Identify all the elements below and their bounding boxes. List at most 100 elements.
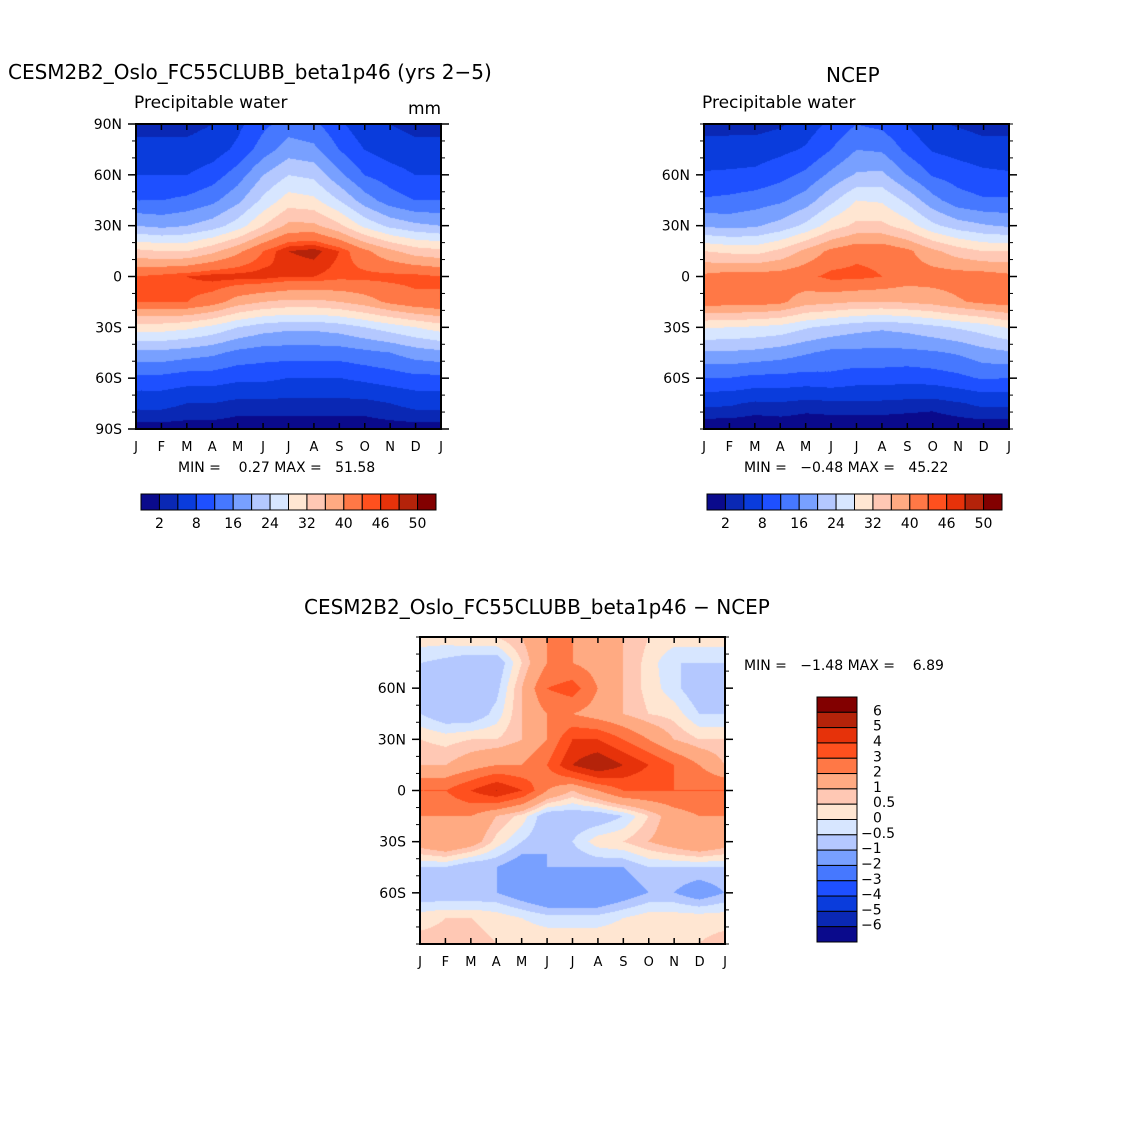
model-colorbar-swatch — [214, 493, 234, 511]
model-month-label: J — [260, 440, 265, 455]
model-colorbar-swatch — [398, 493, 419, 511]
diff-colorbar-label: −4 — [861, 887, 882, 903]
model-month-label: J — [286, 440, 291, 455]
ncep-colorbar-swatch — [835, 493, 855, 511]
model-lat-label: 30N — [94, 219, 122, 235]
model-colorbar-label: 24 — [261, 516, 279, 532]
ncep-colorbar-swatch — [909, 493, 929, 511]
model-colorbar-swatch — [177, 493, 197, 511]
diff-lat-label: 30N — [378, 732, 406, 748]
model-lat-label: 30S — [95, 320, 122, 336]
ncep-month-label: A — [877, 440, 886, 455]
model-colorbar-swatch — [361, 493, 382, 511]
model-lat-label: 60N — [94, 168, 122, 184]
diff-colorbar-label: 6 — [873, 703, 882, 719]
diff-colorbar-label: 5 — [873, 719, 882, 735]
model-month-label: A — [309, 440, 318, 455]
ncep-month-label: O — [928, 440, 938, 455]
diff-colorbar-label: −1 — [861, 841, 882, 857]
ncep-colorbar-swatch — [706, 493, 726, 511]
model-lat-label: 60S — [95, 371, 122, 387]
diff-colorbar-swatch — [816, 788, 858, 805]
model-colorbar-label: 2 — [155, 516, 164, 532]
diff-colorbar-swatch — [816, 834, 858, 851]
model-colorbar-label: 40 — [335, 516, 353, 532]
ncep-colorbar-swatch — [724, 493, 745, 511]
diff-colorbar-swatch — [816, 849, 858, 866]
diff-colorbar-label: −3 — [861, 872, 882, 888]
ncep-month-label: D — [979, 440, 989, 455]
diff-colorbar-swatch — [816, 773, 858, 790]
model-month-label: O — [360, 440, 370, 455]
diff-month-label: S — [619, 955, 627, 970]
ncep-lat-label: 30N — [662, 219, 690, 235]
ncep-colorbar-swatch — [854, 493, 874, 511]
diff-colorbar-swatch — [816, 880, 858, 897]
model-month-label: N — [385, 440, 395, 455]
model-month-label: S — [335, 440, 343, 455]
diff-colorbar-label: 2 — [873, 765, 882, 781]
diff-colorbar-label: 0.5 — [873, 795, 895, 811]
diff-colorbar-swatch — [816, 895, 858, 912]
diff-lat-label: 30S — [379, 835, 406, 851]
diff-month-label: A — [593, 955, 602, 970]
diff-contour-field — [420, 637, 725, 944]
model-colorbar-label: 16 — [224, 516, 242, 532]
model-colorbar-label: 50 — [409, 516, 427, 532]
model-month-label: J — [133, 440, 138, 455]
model-plot-frame — [135, 123, 442, 430]
diff-colorbar-label: 4 — [873, 734, 882, 750]
ncep-colorbar-label: 2 — [721, 516, 730, 532]
diff-colorbar-swatch — [816, 819, 858, 836]
model-colorbar-swatch — [343, 493, 363, 511]
model-colorbar-swatch — [158, 493, 179, 511]
diff-colorbar-label: 0 — [873, 811, 882, 827]
model-colorbar-swatch — [380, 493, 400, 511]
diff-colorbar-swatch — [816, 926, 858, 943]
model-minmax: MIN = 0.27 MAX = 51.58 — [178, 460, 376, 476]
model-colorbar-label: 8 — [192, 516, 201, 532]
model-colorbar-swatch — [269, 493, 289, 511]
ncep-month-label: N — [953, 440, 963, 455]
ncep-month-label: F — [726, 440, 733, 455]
ncep-month-label: A — [776, 440, 785, 455]
diff-month-label: J — [417, 955, 422, 970]
diff-month-label: J — [570, 955, 575, 970]
diff-colorbar-label: 3 — [873, 749, 882, 765]
ncep-colorbar-label: 46 — [938, 516, 956, 532]
ncep-colorbar-swatch — [872, 493, 892, 511]
ncep-colorbar-swatch — [761, 493, 782, 511]
diff-month-label: N — [669, 955, 679, 970]
ncep-colorbar-label: 16 — [790, 516, 808, 532]
ncep-month-label: J — [854, 440, 859, 455]
diff-month-label: M — [465, 955, 476, 970]
model-colorbar-swatch — [251, 493, 271, 511]
model-lat-label: 90S — [95, 422, 122, 438]
ncep-colorbar-swatch — [817, 493, 837, 511]
ncep-colorbar-swatch — [964, 493, 985, 511]
diff-colorbar-swatch — [816, 803, 858, 820]
model-contour-field — [136, 124, 441, 429]
ncep-subtitle: Precipitable water — [702, 93, 856, 113]
diff-colorbar-swatch — [816, 910, 858, 928]
diff-colorbar-swatch — [816, 696, 858, 713]
ncep-colorbar-label: 8 — [758, 516, 767, 532]
model-month-label: J — [438, 440, 443, 455]
ncep-colorbar-swatch — [927, 493, 948, 511]
ncep-lat-label: 60N — [662, 168, 690, 184]
ncep-month-label: S — [903, 440, 911, 455]
model-lat-label: 0 — [113, 270, 122, 286]
model-colorbar-label: 32 — [298, 516, 316, 532]
model-colorbar-swatch — [288, 493, 308, 511]
model-colorbar-swatch — [324, 493, 345, 511]
model-lat-label: 90N — [94, 117, 122, 133]
diff-month-label: J — [544, 955, 549, 970]
ncep-colorbar-swatch — [780, 493, 800, 511]
model-month-label: M — [181, 440, 192, 455]
diff-lat-label: 60N — [378, 681, 406, 697]
ncep-month-label: J — [828, 440, 833, 455]
model-month-label: A — [208, 440, 217, 455]
diff-colorbar-label: 1 — [873, 780, 882, 796]
